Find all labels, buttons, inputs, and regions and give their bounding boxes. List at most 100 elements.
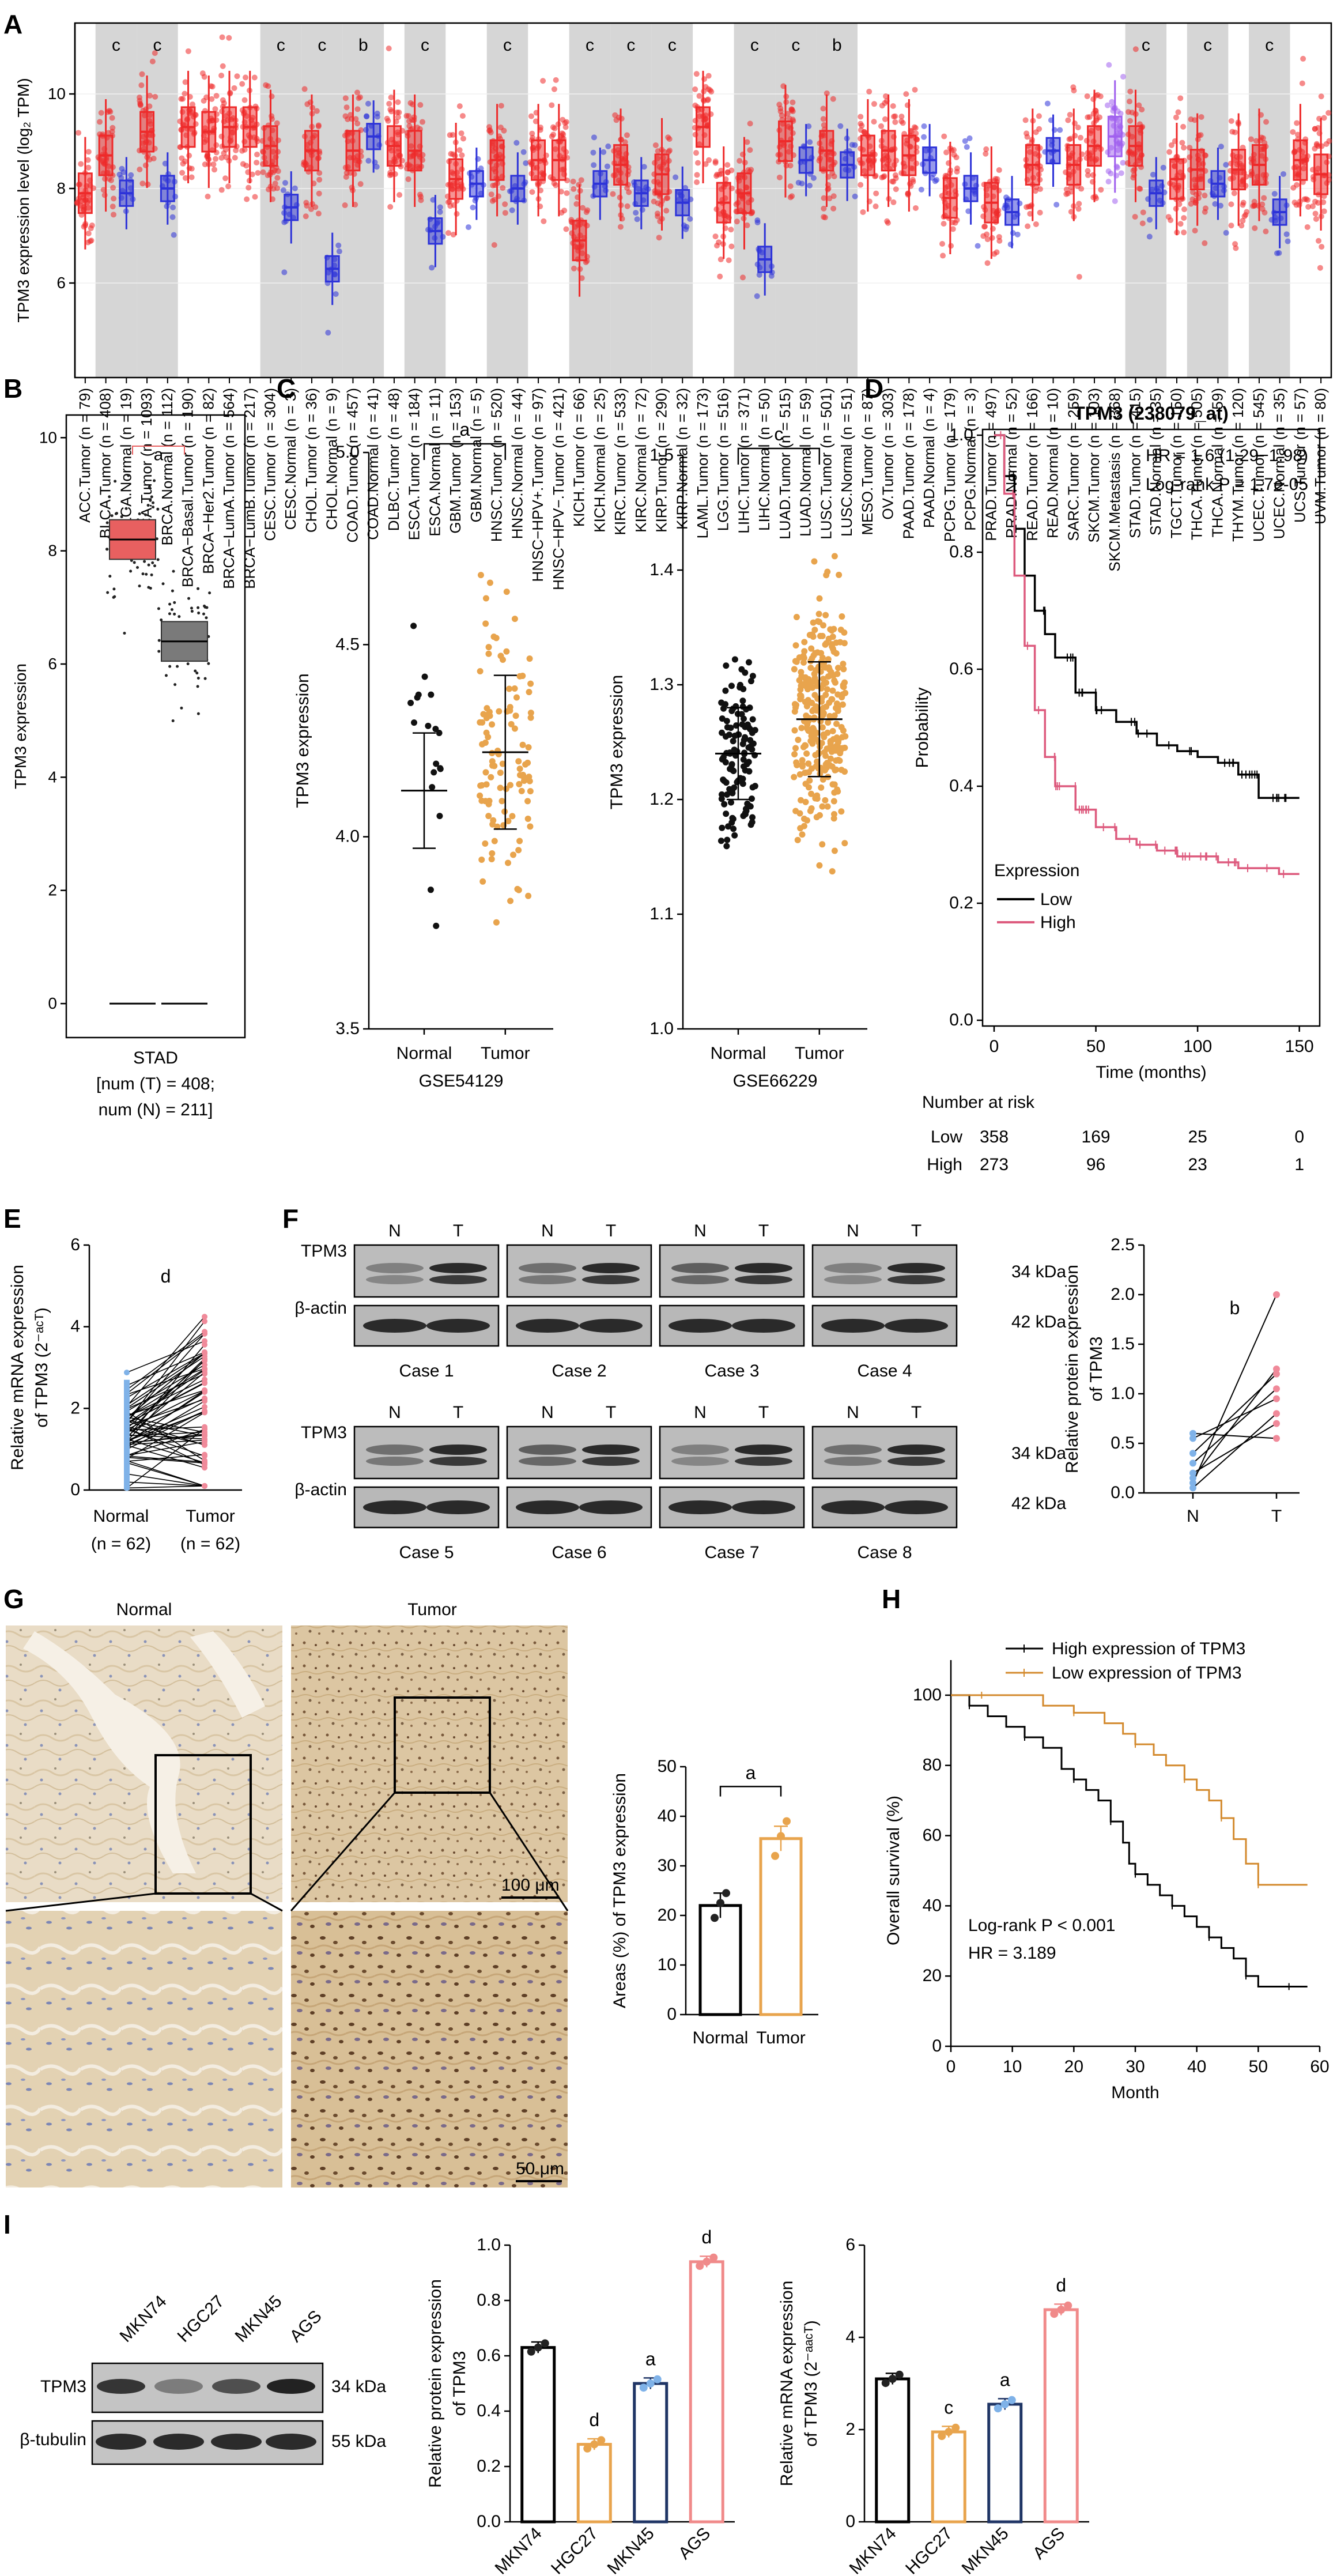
pair-line: [126, 1333, 205, 1394]
data-point: [152, 506, 155, 509]
band: [519, 1444, 576, 1455]
data-point: [522, 776, 528, 783]
box-30: LAML.Tumor (n = 173): [692, 70, 715, 538]
x-tick-label: HNSC.Normal (n = 44): [508, 388, 526, 539]
data-point: [1173, 114, 1179, 120]
data-point: [205, 193, 211, 199]
data-point: [805, 784, 812, 791]
x-tick-label: UCEC.Tumor (n = 545): [1250, 388, 1267, 542]
data-point: [491, 197, 497, 203]
data-point: [218, 73, 225, 79]
x-axis-title: Month: [1111, 2083, 1159, 2102]
data-point: [507, 897, 514, 904]
data-point: [1085, 172, 1091, 178]
legend-label: Low expression of TPM3: [1052, 1664, 1242, 1683]
data-point: [396, 192, 403, 198]
data-point: [437, 209, 443, 215]
data-point: [1240, 217, 1246, 224]
x-tick-label: LGG.Tumor (n = 516): [715, 388, 732, 531]
data-point: [803, 713, 810, 720]
band: [153, 2434, 204, 2450]
y-tick-label: 4: [48, 768, 57, 786]
data-point: [485, 644, 492, 651]
data-point: [878, 123, 884, 129]
data-point: [87, 238, 93, 244]
data-point: [964, 144, 970, 150]
data-point: [177, 615, 181, 618]
y-axis-title: of TPM3 (2⁻ᵃᶜᵀ): [32, 1307, 51, 1427]
box-17: ESCA.Normal (n = 11): [425, 195, 446, 536]
data-point: [138, 82, 145, 88]
y-axis-title: TPM3 expression: [12, 663, 29, 789]
box-22: HNSC−HPV+.Tumor (n = 97): [527, 78, 549, 582]
data-point: [801, 639, 808, 646]
data-point: [396, 110, 402, 116]
data-point: [411, 719, 418, 726]
data-point: [806, 123, 812, 130]
data-point: [1078, 186, 1085, 192]
significance-label: d: [589, 2409, 599, 2430]
data-point: [776, 101, 783, 108]
band: [668, 1500, 732, 1514]
comparison-band: [301, 23, 343, 378]
data-point: [106, 108, 112, 114]
pair-line: [126, 1369, 205, 1424]
x-tick-label: 10: [1003, 2057, 1022, 2076]
y-axis-title: Relative protein expression: [426, 2279, 445, 2488]
panel-f-blots: TPM3 β-actin 34 kDa 42 kDa N T Case 1 N T Case 2 N…: [294, 1221, 1066, 1562]
box-16: ESCA.Tumor (n = 184): [403, 94, 426, 540]
data-point: [106, 176, 112, 182]
data-point: [800, 823, 807, 829]
data-point: [511, 725, 518, 732]
data-point: [792, 745, 799, 752]
significance-label: a: [1000, 2369, 1010, 2390]
significance-label: c: [774, 424, 783, 444]
data-point: [1092, 194, 1098, 200]
data-point: [871, 119, 877, 125]
data-point: [720, 778, 727, 785]
y-tick-label: 4.0: [335, 827, 360, 846]
tumor-point: [202, 1318, 207, 1325]
data-point: [694, 172, 700, 178]
tumor-point: [202, 1329, 207, 1335]
data-point: [1290, 129, 1296, 135]
data-point: [272, 180, 278, 187]
data-point: [239, 81, 246, 87]
band: [366, 1263, 424, 1273]
box-60: UVM.Tumor (n = 80): [1309, 93, 1332, 525]
data-point: [540, 78, 546, 84]
x-tick-label: BRCA−Her2.Tumor (n = 82): [199, 388, 217, 574]
data-point: [479, 878, 486, 885]
pair-line: [126, 1473, 205, 1487]
data-point: [807, 658, 814, 665]
lane-label: AGS: [286, 2307, 326, 2346]
box-9: CESC.Tumor (n = 304): [259, 82, 281, 541]
data-point: [186, 152, 192, 159]
data-point: [821, 195, 827, 201]
data-point: [1050, 2310, 1059, 2318]
data-point: [807, 665, 814, 672]
data-point: [153, 479, 156, 482]
data-point: [190, 606, 193, 610]
data-point: [160, 618, 163, 622]
data-point: [810, 175, 817, 181]
y-tick-label: 0: [667, 2005, 677, 2024]
data-point: [1189, 196, 1196, 202]
x-tick-label: Normal: [396, 1044, 452, 1063]
data-point: [824, 745, 830, 752]
data-point: [1057, 2306, 1066, 2314]
data-point: [696, 93, 703, 99]
data-point: [486, 579, 493, 586]
band: [824, 1263, 882, 1273]
data-point: [791, 727, 798, 734]
data-point: [822, 797, 829, 804]
data-point: [491, 838, 498, 844]
data-point: [145, 572, 148, 576]
tumor-point: [202, 1367, 207, 1373]
data-point: [829, 868, 836, 875]
data-point: [1301, 196, 1308, 202]
data-point: [841, 768, 848, 775]
data-point: [357, 181, 364, 187]
risk-table-title: Number at risk: [922, 1093, 1035, 1112]
data-point: [873, 203, 879, 209]
